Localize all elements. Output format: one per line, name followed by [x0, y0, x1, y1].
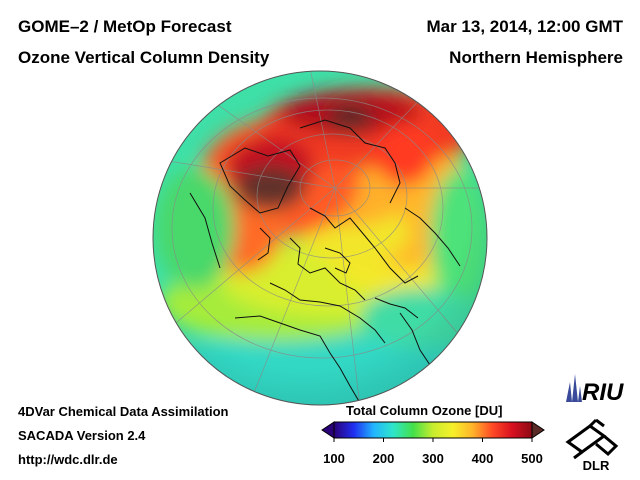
ozone-globe-map: [152, 70, 488, 406]
svg-text:DLR: DLR: [583, 458, 610, 472]
colorbar-title: Total Column Ozone [DU]: [346, 403, 503, 418]
colorbar-max-arrow: [531, 421, 545, 439]
dlr-logo: DLR: [565, 418, 619, 472]
footer-version: SACADA Version 2.4: [18, 428, 146, 443]
hemisphere-label: Northern Hemisphere: [449, 48, 623, 67]
footer-url[interactable]: http://wdc.dlr.de: [18, 452, 118, 467]
ozone-field: [153, 71, 487, 405]
footer-method: 4DVar Chemical Data Assimilation: [18, 404, 229, 419]
colorbar-tick-label: 400: [472, 451, 494, 466]
map-title: GOME–2 / MetOp Forecast: [18, 17, 232, 36]
riu-logo: RIU: [566, 374, 624, 406]
forecast-date: Mar 13, 2014, 12:00 GMT: [426, 17, 623, 36]
map-subtitle: Ozone Vertical Column Density: [18, 48, 270, 67]
colorbar: 100 200 300 400 500: [321, 421, 545, 466]
colorbar-tick-label: 200: [373, 451, 395, 466]
svg-text:RIU: RIU: [582, 379, 624, 406]
colorbar-min-arrow: [321, 421, 335, 439]
colorbar-tick-label: 100: [323, 451, 345, 466]
colorbar-tick-label: 300: [422, 451, 444, 466]
colorbar-gradient: [333, 421, 533, 439]
colorbar-tick-label: 500: [521, 451, 543, 466]
globe-outline: [152, 70, 488, 406]
